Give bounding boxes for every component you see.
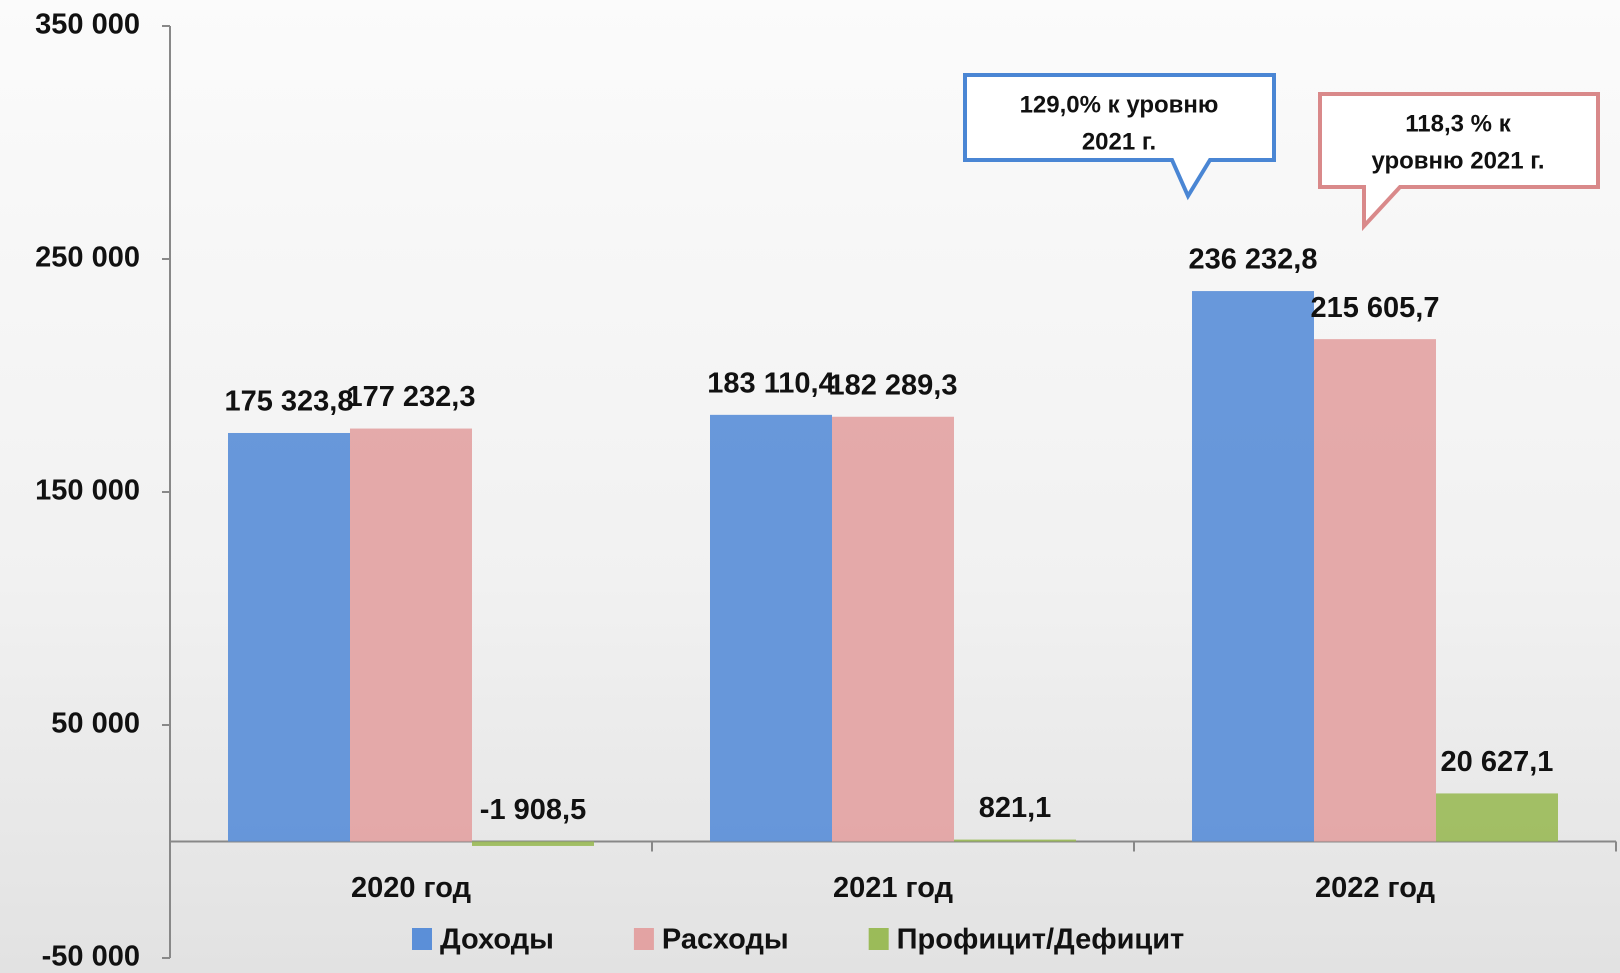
- data-label: 215 605,7: [1310, 292, 1439, 324]
- x-tick-label: 2022 год: [1315, 872, 1435, 904]
- legend-swatch: [869, 928, 889, 950]
- chart: 129,0% к уровню 2021 г. 118,3 % к уровню…: [0, 0, 1620, 973]
- legend-label: Доходы: [440, 924, 554, 956]
- page: 129,0% к уровню 2021 г. 118,3 % к уровню…: [0, 0, 1620, 973]
- y-tick-label: 350 000: [35, 9, 140, 41]
- data-label: 236 232,8: [1188, 244, 1317, 276]
- x-tick-label: 2020 год: [351, 872, 471, 904]
- data-label: -1 908,5: [480, 794, 586, 826]
- bar: [1192, 291, 1314, 841]
- bar: [472, 842, 594, 846]
- bar: [350, 429, 472, 842]
- legend-label: Расходы: [662, 924, 789, 956]
- legend-swatch: [634, 928, 654, 950]
- bar: [954, 840, 1076, 842]
- data-label: 177 232,3: [346, 381, 475, 413]
- bar: [832, 417, 954, 842]
- bar: [1314, 339, 1436, 841]
- data-label: 175 323,8: [224, 386, 353, 418]
- y-tick-label: 50 000: [51, 708, 140, 740]
- data-label: 20 627,1: [1441, 746, 1554, 778]
- annotation-text: 2021 г.: [1082, 128, 1156, 155]
- bar: [228, 433, 350, 842]
- y-tick-label: -50 000: [42, 941, 140, 973]
- bar: [1436, 793, 1558, 841]
- data-label: 183 110,4: [707, 368, 834, 400]
- annotation-text: 118,3 % к: [1405, 110, 1511, 137]
- legend-swatch: [412, 928, 432, 950]
- data-label: 182 289,3: [828, 369, 957, 401]
- data-label: 821,1: [979, 792, 1052, 824]
- annotation-text: уровню 2021 г.: [1371, 147, 1544, 174]
- x-tick-label: 2021 год: [833, 872, 953, 904]
- annotation-text: 129,0% к уровню: [1020, 91, 1219, 118]
- bar: [710, 415, 832, 842]
- legend-label: Профицит/Дефицит: [897, 924, 1185, 956]
- y-tick-label: 150 000: [35, 475, 140, 507]
- y-tick-label: 250 000: [35, 242, 140, 274]
